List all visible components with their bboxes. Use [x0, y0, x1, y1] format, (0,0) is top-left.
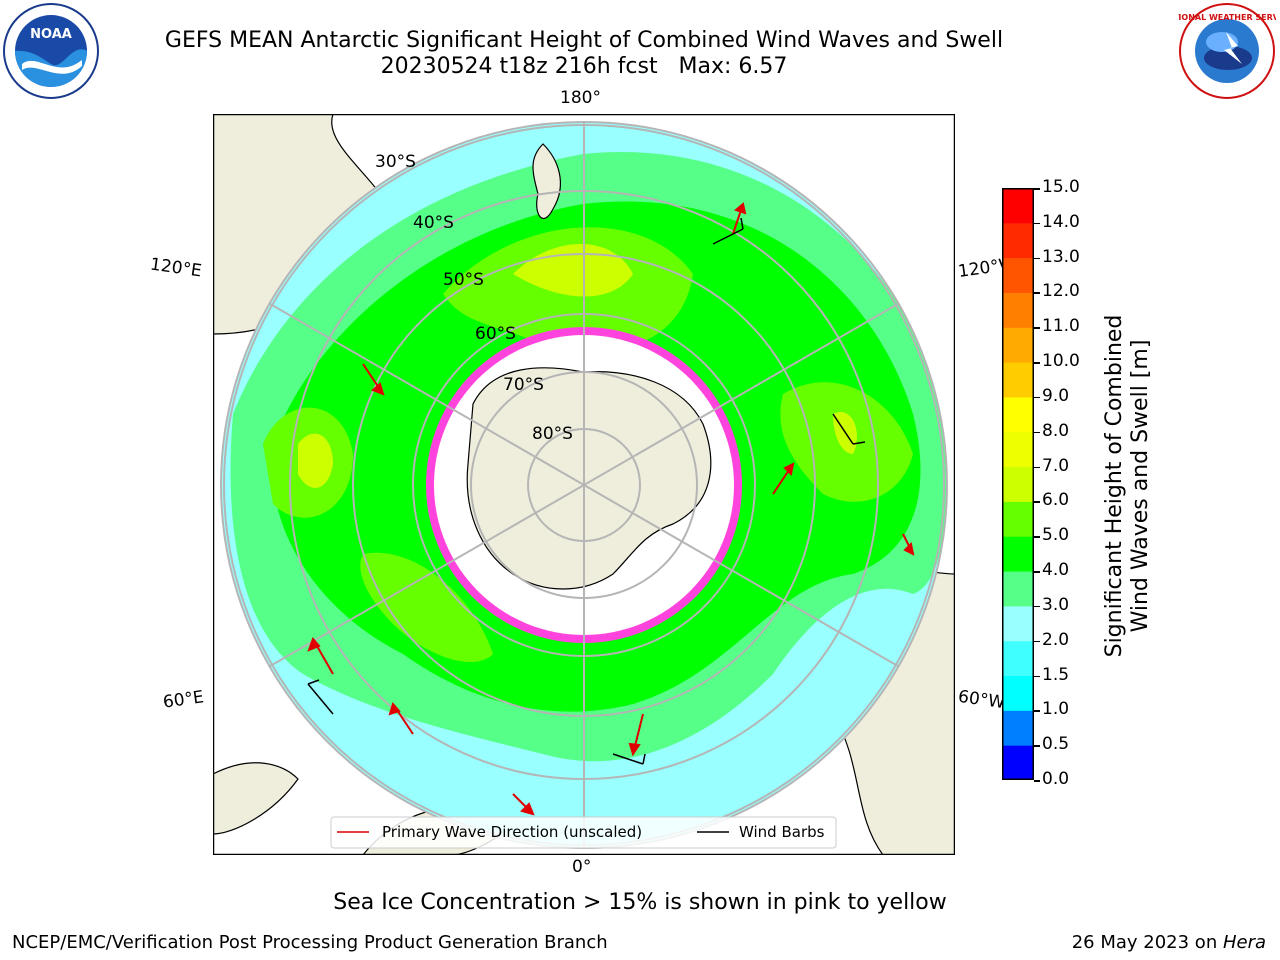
lon-label-120e: 120°E — [148, 254, 203, 282]
colorbar-segment — [1002, 675, 1034, 711]
colorbar-tick-label: 4.0 — [1042, 560, 1070, 581]
antarctic-wave-map — [213, 114, 955, 855]
lon-label-60w: 60°W — [956, 686, 1007, 714]
colorbar-tick-mark — [1034, 327, 1040, 329]
colorbar-tick-label: 2.0 — [1042, 629, 1070, 650]
colorbar-tick-mark — [1034, 571, 1040, 573]
colorbar-tick-label: 11.0 — [1042, 316, 1080, 337]
colorbar-tick-mark — [1034, 640, 1040, 643]
colorbar-tick-mark — [1034, 257, 1040, 260]
map-title: GEFS MEAN Antarctic Significant Height o… — [164, 28, 1004, 53]
nws-logo: NATIONAL WEATHER SERVICE — [1178, 3, 1276, 99]
colorbar-tick-mark — [1034, 466, 1040, 469]
legend-barb-label: Wind Barbs — [739, 823, 825, 841]
lat-label-40s: 40°S — [413, 213, 454, 233]
colorbar-segment — [1002, 501, 1034, 537]
colorbar-tick-label: 1.0 — [1042, 699, 1070, 720]
wind-barbs — [307, 217, 866, 765]
colorbar-segment — [1002, 222, 1034, 259]
colorbar-tick-mark — [1034, 431, 1040, 434]
colorbar-tick-label: 0.0 — [1042, 769, 1070, 789]
wave-direction-arrows — [307, 202, 915, 816]
new-zealand-land — [532, 143, 562, 219]
colorbar-tick-mark — [1034, 710, 1040, 712]
lat-label-30s: 30°S — [375, 152, 416, 172]
sea-ice-caption: Sea Ice Concentration > 15% is shown in … — [333, 890, 947, 915]
nws-logo-text: NATIONAL WEATHER SERVICE — [1178, 13, 1276, 22]
colorbar — [1002, 188, 1034, 780]
colorbar-tick-mark — [1034, 188, 1040, 190]
colorbar-segment — [1002, 640, 1034, 677]
colorbar-tick-label: 7.0 — [1042, 455, 1070, 476]
lon-label-60e: 60°E — [161, 687, 206, 713]
colorbar-segment — [1002, 431, 1034, 468]
colorbar-segment — [1002, 257, 1034, 293]
africa-land — [213, 762, 299, 835]
colorbar-tick-label: 9.0 — [1042, 385, 1070, 406]
lat-label-60s: 60°S — [475, 324, 516, 344]
lon-label-180: 180° — [560, 88, 601, 108]
colorbar-tick-mark — [1034, 501, 1040, 503]
colorbar-segment — [1002, 605, 1034, 642]
colorbar-tick-label: 3.0 — [1042, 594, 1070, 615]
footer-host: Hera — [1222, 932, 1266, 953]
colorbar-segment — [1002, 188, 1034, 224]
colorbar-segment — [1002, 745, 1034, 780]
footer-date: 26 May 2023 on Hera — [1072, 932, 1266, 953]
colorbar-tick-label: 15.0 — [1042, 177, 1080, 197]
colorbar-tick-label: 13.0 — [1042, 246, 1080, 267]
colorbar-segment — [1002, 466, 1034, 502]
colorbar-label: Significant Height of Combined Wind Wave… — [1102, 315, 1154, 658]
lat-label-80s: 80°S — [532, 424, 573, 444]
colorbar-tick-label: 1.5 — [1042, 664, 1070, 685]
colorbar-tick-mark — [1034, 605, 1040, 608]
colorbar-segment — [1002, 327, 1034, 363]
colorbar-tick-mark — [1034, 536, 1040, 538]
colorbar-tick-label: 12.0 — [1042, 281, 1080, 302]
colorbar-label-line1: Significant Height of Combined — [1102, 314, 1127, 658]
colorbar-segment — [1002, 536, 1034, 572]
colorbar-tick-label: 0.5 — [1042, 734, 1070, 755]
lon-label-0: 0° — [572, 857, 592, 877]
colorbar-tick-mark — [1034, 292, 1040, 294]
colorbar-segment — [1002, 396, 1034, 433]
colorbar-tick-label: 14.0 — [1042, 211, 1080, 232]
colorbar-label-line2: Wind Waves and Swell [m] — [1128, 339, 1153, 633]
map-legend — [330, 816, 837, 849]
colorbar-tick-mark — [1034, 675, 1040, 678]
colorbar-tick-mark — [1034, 222, 1040, 225]
noaa-logo-text: NOAA — [30, 27, 72, 42]
forecast-subtitle: 20230524 t18z 216h fcst Max: 6.57 — [380, 54, 788, 79]
lat-label-50s: 50°S — [443, 270, 484, 290]
footer-date-text: 26 May 2023 on — [1071, 932, 1223, 953]
colorbar-tick-mark — [1034, 362, 1040, 364]
lat-label-70s: 70°S — [503, 375, 544, 395]
colorbar-tick-label: 10.0 — [1042, 351, 1080, 372]
legend-wave-label: Primary Wave Direction (unscaled) — [382, 823, 643, 841]
colorbar-tick-mark — [1034, 396, 1040, 399]
colorbar-segment — [1002, 571, 1034, 607]
colorbar-segment — [1002, 710, 1034, 746]
colorbar-tick-mark — [1034, 780, 1040, 782]
noaa-logo: NOAA — [3, 3, 99, 99]
colorbar-segment — [1002, 292, 1034, 328]
colorbar-tick-label: 8.0 — [1042, 420, 1070, 441]
colorbar-tick-mark — [1034, 745, 1040, 747]
footer-branch: NCEP/EMC/Verification Post Processing Pr… — [12, 932, 608, 953]
colorbar-segment — [1002, 362, 1034, 398]
colorbar-tick-label: 6.0 — [1042, 490, 1070, 511]
colorbar-tick-label: 5.0 — [1042, 525, 1070, 546]
